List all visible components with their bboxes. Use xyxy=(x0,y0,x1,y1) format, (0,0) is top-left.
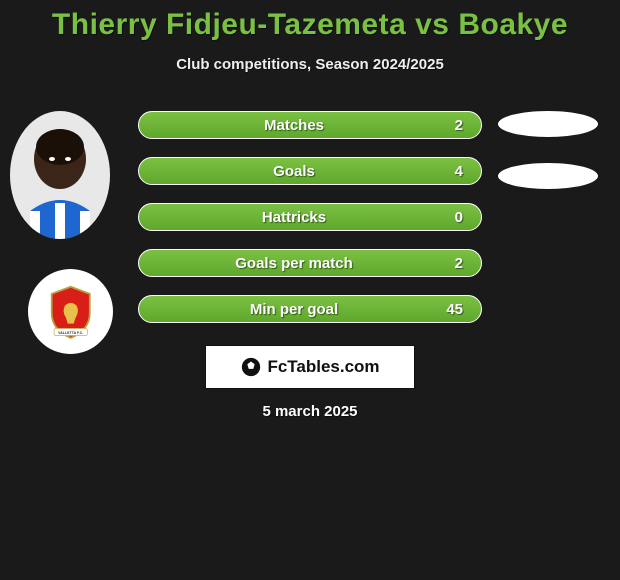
stat-value: 45 xyxy=(443,301,463,318)
stat-row-goals: Goals 4 xyxy=(138,157,482,185)
stat-label: Goals per match xyxy=(235,255,353,272)
page-title: Thierry Fidjeu-Tazemeta vs Boakye xyxy=(0,0,620,42)
svg-text:VALLETTA F.C.: VALLETTA F.C. xyxy=(58,331,83,335)
soccer-ball-icon xyxy=(240,356,262,378)
player-avatar xyxy=(10,111,110,239)
stat-label: Hattricks xyxy=(262,209,326,226)
stat-value: 4 xyxy=(443,163,463,180)
stats-bars: Matches 2 Goals 4 Hattricks 0 Goals per … xyxy=(138,111,482,323)
stat-value: 2 xyxy=(443,117,463,134)
stat-label: Min per goal xyxy=(250,301,338,318)
stat-row-hattricks: Hattricks 0 xyxy=(138,203,482,231)
opponent-pill xyxy=(498,111,598,137)
source-logo-text: FcTables.com xyxy=(267,357,379,377)
stat-row-min-per-goal: Min per goal 45 xyxy=(138,295,482,323)
stat-value: 2 xyxy=(443,255,463,272)
source-logo: FcTables.com xyxy=(205,345,415,389)
opponent-pill xyxy=(498,163,598,189)
stat-label: Matches xyxy=(264,117,324,134)
stat-row-goals-per-match: Goals per match 2 xyxy=(138,249,482,277)
footer-date: 5 march 2025 xyxy=(0,403,620,420)
stat-row-matches: Matches 2 xyxy=(138,111,482,139)
comparison-panel: VALLETTA F.C. Matches 2 Goals 4 Hattrick… xyxy=(0,111,620,420)
stat-value: 0 xyxy=(443,209,463,226)
club-crest: VALLETTA F.C. xyxy=(28,269,113,354)
stat-label: Goals xyxy=(273,163,315,180)
page-subtitle: Club competitions, Season 2024/2025 xyxy=(0,56,620,73)
